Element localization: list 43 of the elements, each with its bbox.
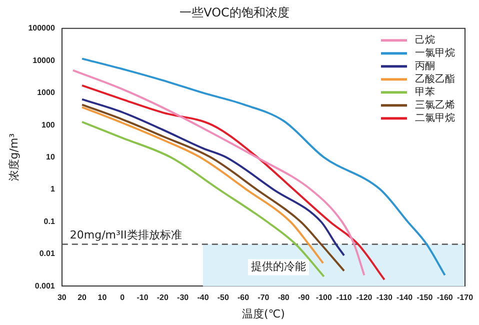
x-tick-label: 30 [57,293,67,302]
x-tick-label: 20 [78,293,88,302]
x-tick-label: -120 [356,293,373,302]
legend-label: 己烷 [415,34,435,46]
legend-label: 二氯甲烷 [415,112,455,124]
y-tick-label: 1000 [37,88,56,98]
y-tick-label: 100 [42,120,56,130]
y-tick-label: 1 [50,184,56,194]
x-tick-label: -40 [197,293,210,302]
legend-label: 乙酸乙酯 [415,72,455,85]
x-tick-label: -60 [238,293,250,302]
y-tick-label: 0.001 [34,281,56,290]
x-tick-label: 0 [120,293,126,302]
ref-line-label: 20mg/m³II类排放标准 [70,228,182,242]
x-tick-label: -50 [217,293,230,302]
x-tick-label: -70 [258,293,270,302]
y-axis-title: 浓度g/m³ [7,133,20,182]
legend-label: 甲苯 [415,86,435,98]
x-tick-label: -110 [336,293,352,302]
legend-label: 丙酮 [415,60,435,72]
y-tick-label: 100000 [28,24,56,33]
y-tick-label: 0.01 [39,249,56,258]
x-tick-label: -170 [456,293,474,302]
legend-label: 一氯甲烷 [415,46,455,59]
x-tick-label: -130 [376,293,393,302]
line-series [72,69,366,276]
chart-title: 一些VOC的饱和浓度 [180,5,290,20]
x-tick-label: -90 [298,293,310,302]
y-tick-label: 10000 [32,56,56,65]
y-tick-label: 0.1 [44,216,56,226]
x-tick-label: -150 [416,293,434,302]
x-tick-label: -100 [316,293,332,302]
x-tick-label: -160 [436,293,454,302]
x-tick-label: -30 [177,293,190,302]
x-tick-label: -80 [278,293,290,302]
x-tick-label: -20 [156,293,170,302]
band-label: 提供的冷能 [250,260,306,274]
y-tick-label: 10 [46,152,56,162]
x-axis-title: 温度(℃) [242,307,285,320]
x-tick-label: -140 [396,293,414,302]
legend-label: 三氯乙烯 [415,98,455,111]
x-tick-label: -10 [136,293,149,302]
x-tick-label: 10 [98,293,108,302]
